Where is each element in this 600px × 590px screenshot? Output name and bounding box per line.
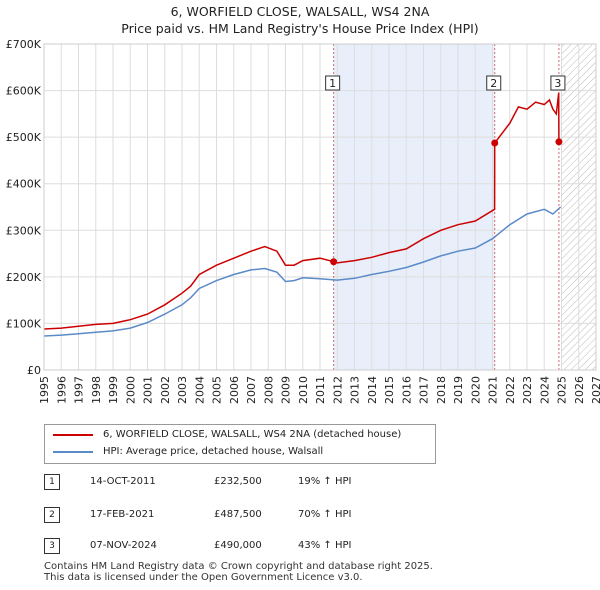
x-tick-label: 2002 bbox=[159, 376, 172, 404]
sale-label: 1 bbox=[325, 75, 341, 91]
table-row: 2 17-FEB-2021 £487,500 70% ↑ HPI bbox=[44, 507, 564, 525]
x-tick-label: 2007 bbox=[245, 376, 258, 404]
hpi-series-line bbox=[43, 206, 562, 337]
footer-license: This data is licensed under the Open Gov… bbox=[44, 572, 363, 583]
x-tick-label: 2012 bbox=[331, 376, 344, 404]
svg-text:2: 2 bbox=[490, 77, 497, 90]
chart-title: 6, WORFIELD CLOSE, WALSALL, WS4 2NA bbox=[170, 4, 430, 19]
legend: 6, WORFIELD CLOSE, WALSALL, WS4 2NA (det… bbox=[44, 424, 436, 464]
table-row: 3 07-NOV-2024 £490,000 43% ↑ HPI bbox=[44, 538, 564, 556]
row-hpi-change: 70% ↑ HPI bbox=[298, 509, 352, 520]
y-tick-label: £100K bbox=[6, 317, 42, 330]
price-chart: 1 2 3 £0 £100K £200K £300K £400K £500K £600K £700… bbox=[6, 38, 600, 404]
footer-copyright: Contains HM Land Registry data © Crown c… bbox=[44, 561, 433, 572]
x-tick-label: 2014 bbox=[366, 376, 379, 404]
sale-point bbox=[491, 139, 499, 147]
x-tick-label: 2022 bbox=[504, 376, 517, 404]
row-price: £487,500 bbox=[214, 509, 262, 520]
x-tick-label: 1999 bbox=[107, 376, 120, 404]
row-price: £232,500 bbox=[214, 476, 262, 487]
x-tick-label: 2023 bbox=[521, 376, 534, 404]
x-tick-label: 2008 bbox=[262, 376, 275, 404]
property-series-line bbox=[43, 92, 562, 330]
svg-text:3: 3 bbox=[554, 77, 561, 90]
legend-swatch-property bbox=[53, 433, 93, 436]
row-date: 14-OCT-2011 bbox=[90, 476, 156, 487]
legend-item-property: 6, WORFIELD CLOSE, WALSALL, WS4 2NA (det… bbox=[53, 429, 401, 440]
legend-label-hpi: HPI: Average price, detached house, Wals… bbox=[103, 446, 324, 457]
row-hpi-change: 19% ↑ HPI bbox=[298, 476, 352, 487]
x-tick-label: 2010 bbox=[297, 376, 310, 404]
x-tick-label: 2009 bbox=[280, 376, 293, 404]
footer: Contains HM Land Registry data © Crown c… bbox=[44, 561, 433, 583]
y-tick-label: £700K bbox=[6, 38, 42, 51]
x-tick-label: 2026 bbox=[573, 376, 586, 404]
x-tick-label: 2005 bbox=[211, 376, 224, 404]
x-tick-label: 2001 bbox=[142, 376, 155, 404]
legend-label-property: 6, WORFIELD CLOSE, WALSALL, WS4 2NA (det… bbox=[103, 429, 402, 440]
x-tick-label: 2018 bbox=[435, 376, 448, 404]
x-tick-label: 1996 bbox=[55, 376, 68, 404]
y-tick-label: £300K bbox=[6, 224, 42, 237]
y-tick-label: £200K bbox=[6, 271, 42, 284]
row-marker: 1 bbox=[44, 474, 60, 490]
y-tick-label: £0 bbox=[27, 364, 41, 377]
y-tick-label: £500K bbox=[6, 131, 42, 144]
x-tick-label: 2004 bbox=[193, 376, 206, 404]
row-marker: 2 bbox=[44, 507, 60, 523]
x-tick-label: 2019 bbox=[452, 376, 465, 404]
x-tick-label: 2016 bbox=[400, 376, 413, 404]
y-tick-label: £400K bbox=[6, 178, 42, 191]
sale-label: 3 bbox=[550, 75, 566, 91]
x-tick-label: 2025 bbox=[556, 376, 569, 404]
x-tick-label: 2000 bbox=[124, 376, 137, 404]
x-tick-label: 2006 bbox=[228, 376, 241, 404]
row-date: 17-FEB-2021 bbox=[90, 509, 155, 520]
sale-label: 2 bbox=[486, 75, 502, 91]
sale-point bbox=[555, 138, 563, 146]
x-tick-label: 2003 bbox=[176, 376, 189, 404]
y-tick-label: £600K bbox=[6, 85, 42, 98]
table-row: 1 14-OCT-2011 £232,500 19% ↑ HPI bbox=[44, 474, 564, 492]
x-tick-label: 1997 bbox=[73, 376, 86, 404]
x-tick-label: 2011 bbox=[314, 376, 327, 404]
x-tick-label: 2021 bbox=[487, 376, 500, 404]
legend-swatch-hpi bbox=[53, 450, 93, 453]
x-tick-label: 1995 bbox=[38, 376, 51, 404]
row-marker: 3 bbox=[44, 538, 60, 554]
row-price: £490,000 bbox=[214, 540, 262, 551]
x-tick-label: 2015 bbox=[383, 376, 396, 404]
x-tick-label: 2020 bbox=[469, 376, 482, 404]
chart-subtitle: Price paid vs. HM Land Registry's House … bbox=[121, 21, 479, 36]
x-tick-label: 1998 bbox=[90, 376, 103, 404]
x-tick-label: 2027 bbox=[590, 376, 600, 404]
legend-item-hpi: HPI: Average price, detached house, Wals… bbox=[53, 446, 323, 457]
x-tick-label: 2024 bbox=[538, 376, 551, 404]
row-date: 07-NOV-2024 bbox=[90, 540, 157, 551]
x-tick-label: 2013 bbox=[349, 376, 362, 404]
sale-point bbox=[330, 258, 338, 266]
shaded-ownership-period bbox=[333, 44, 495, 370]
x-tick-label: 2017 bbox=[418, 376, 431, 404]
row-hpi-change: 43% ↑ HPI bbox=[298, 540, 352, 551]
svg-text:1: 1 bbox=[329, 77, 336, 90]
